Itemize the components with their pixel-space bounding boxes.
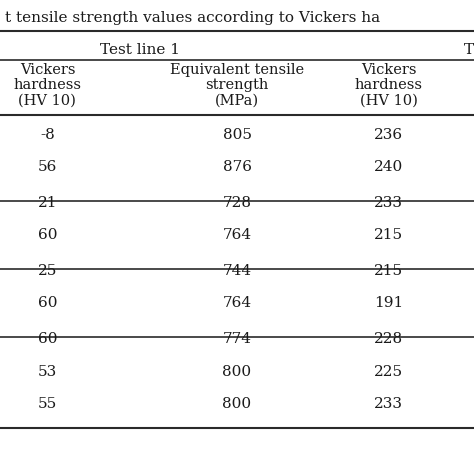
Text: 55: 55 (38, 397, 57, 411)
Text: strength: strength (205, 78, 269, 92)
Text: 728: 728 (222, 196, 252, 210)
Text: (MPa): (MPa) (215, 93, 259, 108)
Text: 191: 191 (374, 296, 403, 310)
Text: 215: 215 (374, 264, 403, 278)
Text: Test line 1: Test line 1 (100, 43, 180, 57)
Text: 56: 56 (38, 160, 57, 174)
Text: 53: 53 (38, 365, 57, 379)
Text: 764: 764 (222, 296, 252, 310)
Text: 805: 805 (222, 128, 252, 142)
Text: 25: 25 (38, 264, 57, 278)
Text: 876: 876 (222, 160, 252, 174)
Text: 774: 774 (222, 332, 252, 346)
Text: -8: -8 (40, 128, 55, 142)
Text: 60: 60 (37, 228, 57, 242)
Text: 21: 21 (37, 196, 57, 210)
Text: 744: 744 (222, 264, 252, 278)
Text: 215: 215 (374, 228, 403, 242)
Text: hardness: hardness (13, 78, 82, 92)
Text: 233: 233 (374, 196, 403, 210)
Text: 800: 800 (222, 397, 252, 411)
Text: t tensile strength values according to Vickers ha: t tensile strength values according to V… (5, 11, 380, 25)
Text: Equivalent tensile: Equivalent tensile (170, 63, 304, 77)
Text: 60: 60 (37, 332, 57, 346)
Text: 236: 236 (374, 128, 403, 142)
Text: 800: 800 (222, 365, 252, 379)
Text: (HV 10): (HV 10) (18, 93, 76, 108)
Text: T: T (464, 43, 474, 57)
Text: 240: 240 (374, 160, 403, 174)
Text: 228: 228 (374, 332, 403, 346)
Text: 764: 764 (222, 228, 252, 242)
Text: 60: 60 (37, 296, 57, 310)
Text: Vickers: Vickers (361, 63, 417, 77)
Text: Vickers: Vickers (19, 63, 75, 77)
Text: 225: 225 (374, 365, 403, 379)
Text: 233: 233 (374, 397, 403, 411)
Text: hardness: hardness (355, 78, 423, 92)
Text: (HV 10): (HV 10) (360, 93, 418, 108)
